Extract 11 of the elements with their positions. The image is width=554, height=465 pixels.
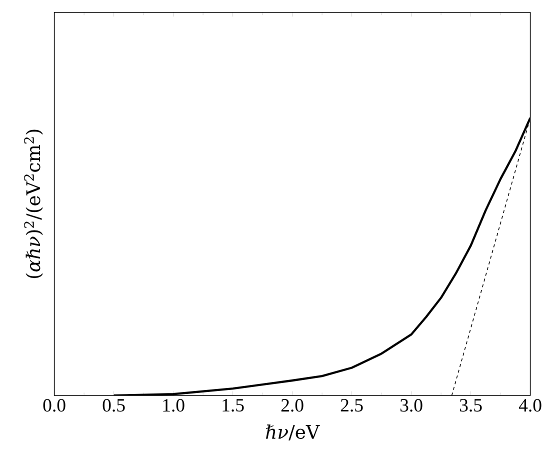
x-tick-label: 0.0 <box>43 399 66 412</box>
x-tick-label: 3.0 <box>400 399 422 412</box>
x-tick-label: 0.5 <box>102 399 125 412</box>
x-axis-title: ℏν/eV <box>266 424 320 441</box>
x-tick-label: 4.0 <box>518 399 542 412</box>
x-tick-label: 1.5 <box>222 399 244 412</box>
x-tick-label: 2.0 <box>281 399 304 412</box>
text: (αℏν)$^{2}$/(eV$^{2}$cm$^{2}$) <box>24 130 43 278</box>
x-tick-label: 3.5 <box>460 399 482 412</box>
x-tick-label: 2.5 <box>340 399 363 412</box>
x-tick-label: 1.0 <box>163 399 184 412</box>
